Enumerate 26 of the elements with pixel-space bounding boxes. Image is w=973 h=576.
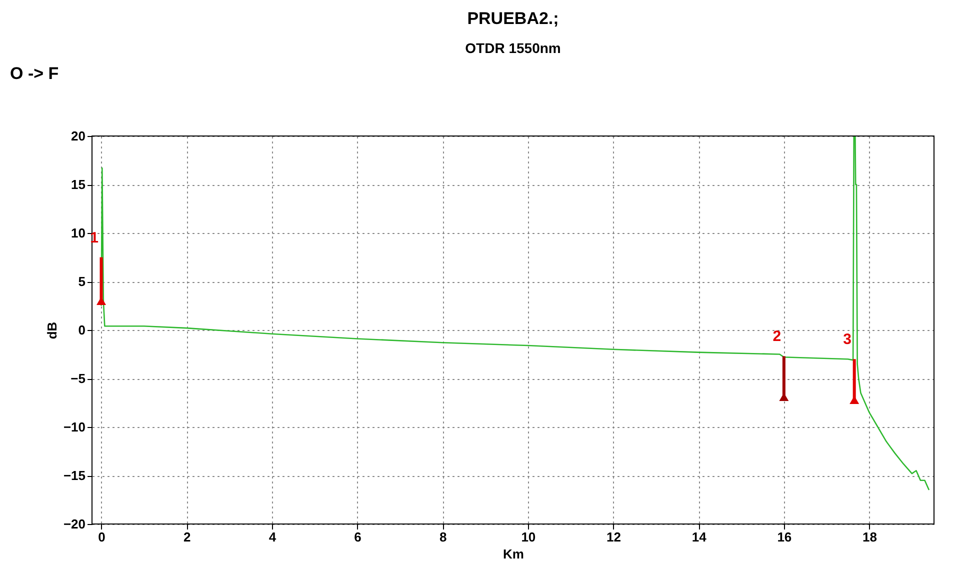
annotation: 3 xyxy=(843,331,852,348)
annotation: 2 xyxy=(772,328,782,346)
y-tick-label: −20 xyxy=(63,516,86,532)
x-tick-label: 4 xyxy=(268,530,277,544)
x-tick-label: 14 xyxy=(692,530,708,544)
x-tick-label: 10 xyxy=(521,530,536,544)
x-tick-label: 16 xyxy=(777,530,792,544)
y-tick-label: −5 xyxy=(70,371,86,386)
y-tick-label: 5 xyxy=(78,274,86,289)
y-tick-label: 20 xyxy=(71,128,86,144)
x-tick-label: 6 xyxy=(354,530,362,544)
x-tick-label: 8 xyxy=(439,530,447,544)
chart-subtitle: OTDR 1550nm xyxy=(465,40,561,56)
chart-title: PRUEBA2.; xyxy=(467,9,559,28)
y-tick-label: 15 xyxy=(71,177,86,192)
y-tick-label: −10 xyxy=(63,420,86,434)
x-tick-label: 2 xyxy=(183,530,191,544)
x-tick-label: 0 xyxy=(98,530,106,544)
x-axis-title: Km xyxy=(503,546,524,562)
y-tick-label: −15 xyxy=(63,468,86,483)
x-tick-label: 18 xyxy=(862,530,877,544)
y-tick-label: 0 xyxy=(78,322,86,338)
x-tick-label: 12 xyxy=(606,530,621,544)
y-tick-label: 10 xyxy=(71,226,86,240)
text: O -> F xyxy=(10,64,59,83)
y-axis-title: dB xyxy=(44,322,60,340)
